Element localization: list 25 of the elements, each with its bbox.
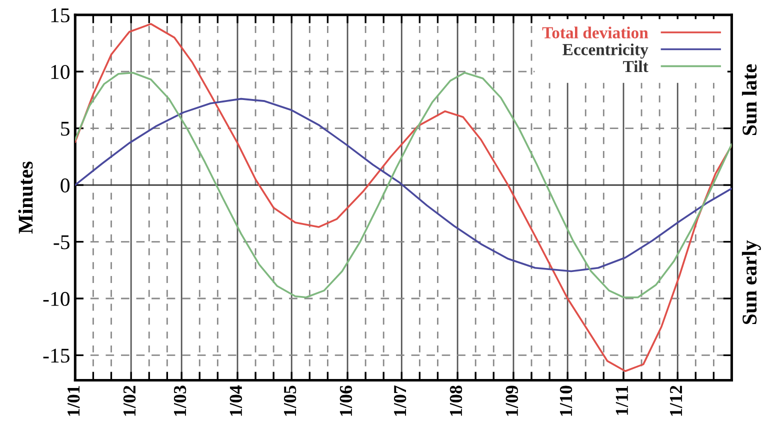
y-tick-label: -10 xyxy=(43,292,70,306)
y-tick-label: 10 xyxy=(51,64,70,80)
text: Sun late xyxy=(742,64,757,136)
y-tick-label: -5 xyxy=(54,235,70,250)
y-tick-label: -15 xyxy=(43,348,70,363)
x-tick-label: 1/02 xyxy=(123,386,136,416)
legend-label: Eccentricity xyxy=(562,44,648,59)
x-tick-label: 1/06 xyxy=(340,386,352,416)
x-tick-label: 1/04 xyxy=(230,385,242,416)
y-axis-title: Minutes xyxy=(18,162,33,234)
legend-label: Total deviation xyxy=(542,26,648,38)
x-tick-label: 1/09 xyxy=(506,386,518,416)
y-tick-label: 0 xyxy=(60,178,70,192)
x-tick-label: 1/10 xyxy=(560,386,572,416)
text: Sun early xyxy=(742,240,761,324)
x-tick-label: 1/12 xyxy=(670,386,682,416)
x-tick-label: 1/01 xyxy=(68,386,80,416)
y-tick-label: 15 xyxy=(51,8,70,22)
x-tick-label: 1/08 xyxy=(450,386,462,416)
legend-label: Tilt xyxy=(623,60,648,72)
x-tick-label: 1/03 xyxy=(174,386,186,416)
y-tick-label: 5 xyxy=(61,122,70,136)
x-tick-label: 1/05 xyxy=(284,386,296,416)
x-tick-label: 1/11 xyxy=(616,386,628,415)
x-tick-label: 1/07 xyxy=(394,385,406,416)
